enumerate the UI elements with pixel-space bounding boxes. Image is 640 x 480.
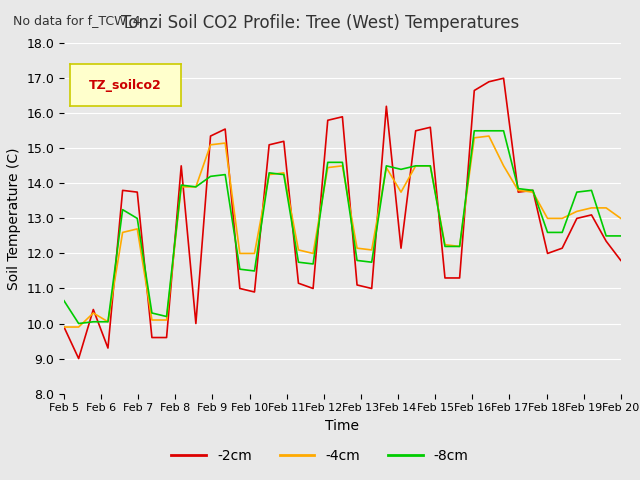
Legend: -2cm, -4cm, -8cm: -2cm, -4cm, -8cm — [166, 443, 474, 468]
Text: No data for f_TCW_4: No data for f_TCW_4 — [13, 14, 140, 27]
Y-axis label: Soil Temperature (C): Soil Temperature (C) — [7, 147, 21, 289]
X-axis label: Time: Time — [325, 419, 360, 433]
Text: Tonzi Soil CO2 Profile: Tree (West) Temperatures: Tonzi Soil CO2 Profile: Tree (West) Temp… — [121, 14, 519, 33]
